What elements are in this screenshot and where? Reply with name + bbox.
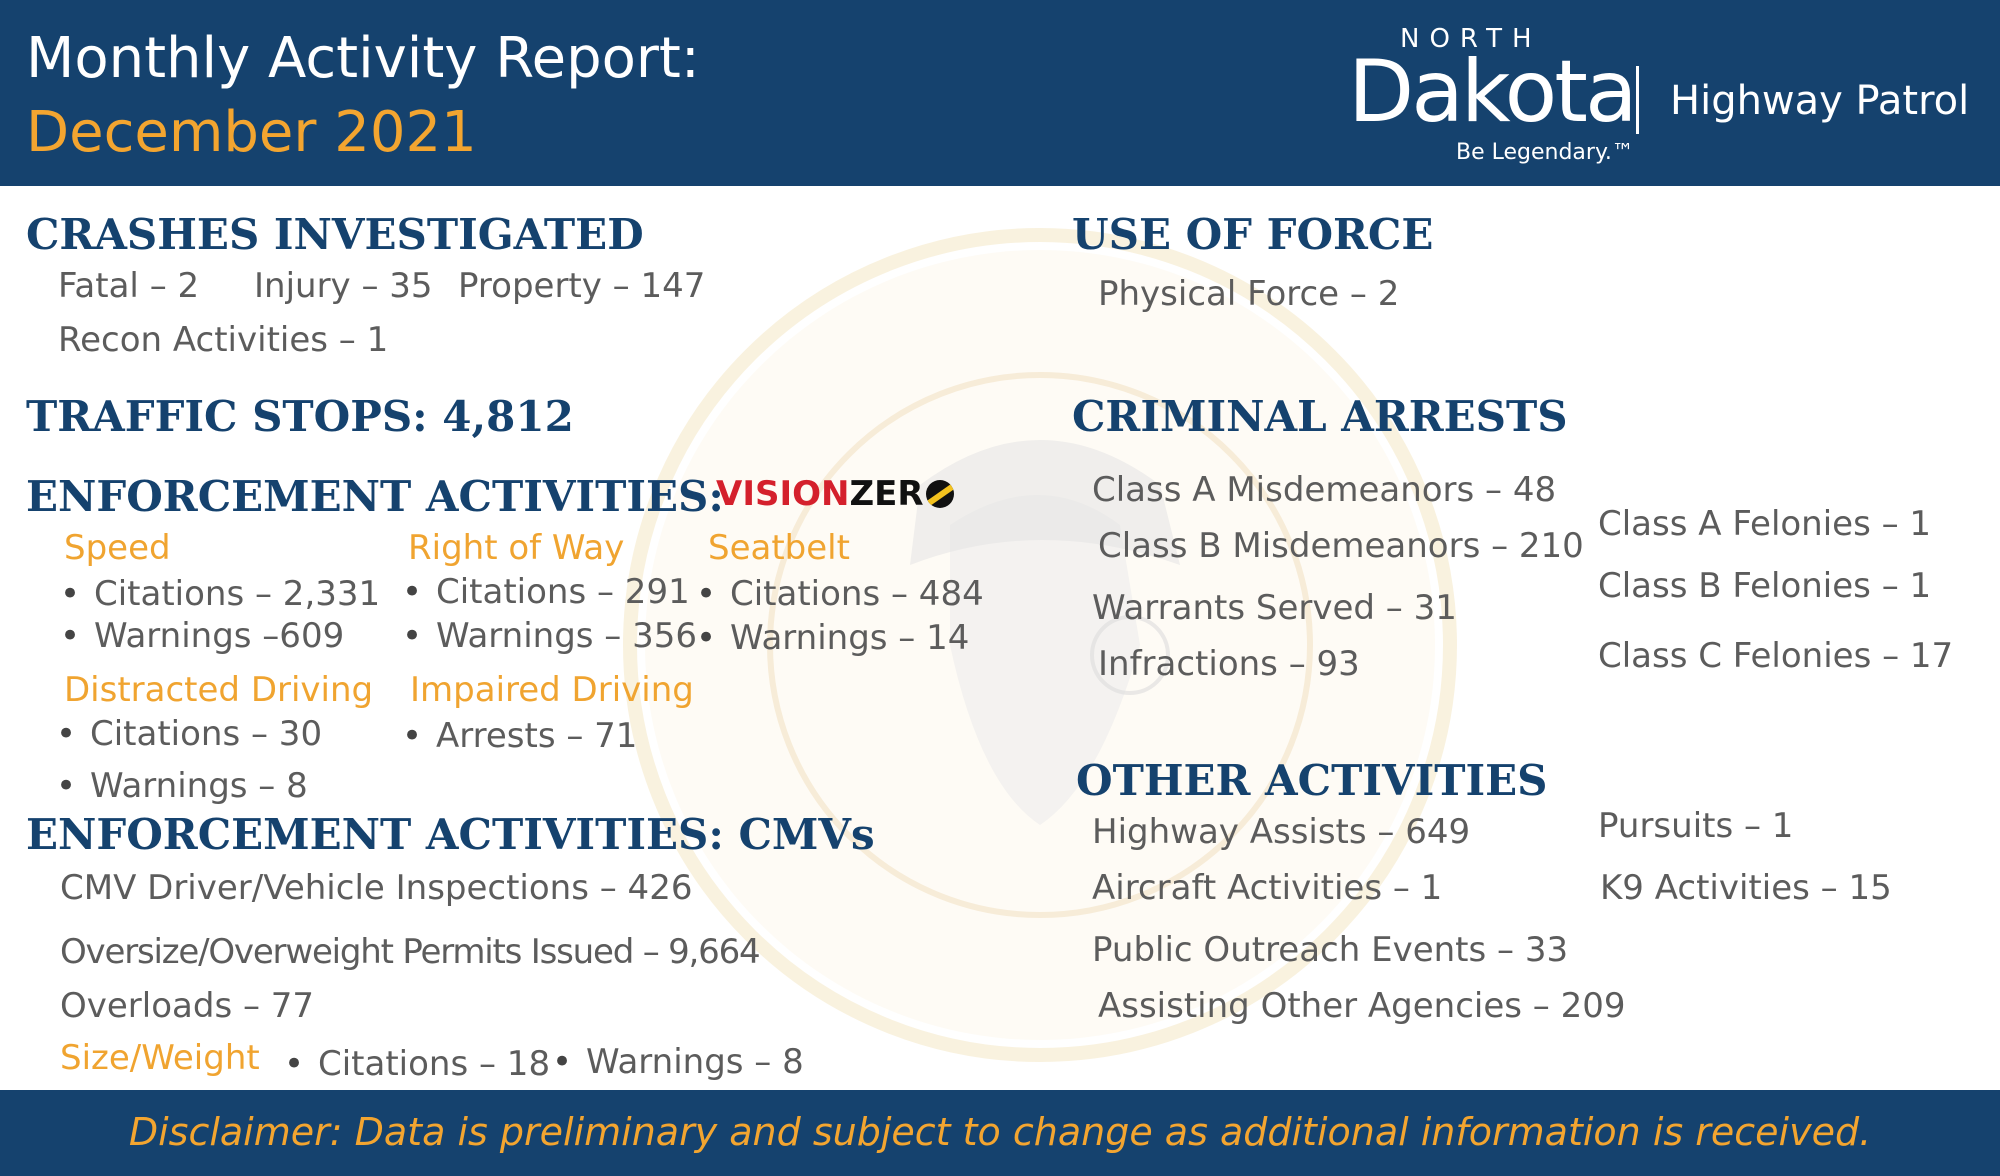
distracted-label: Distracted Driving: [64, 670, 374, 710]
distracted-citations: Citations – 30: [56, 714, 322, 754]
speed-citations: Citations – 2,331: [60, 574, 380, 614]
logo-north-text: NORTH: [1400, 24, 1542, 54]
arrests-class-b-misdemeanors: Class B Misdemeanors – 210: [1098, 526, 1584, 566]
vision-zero-word1: VISION: [716, 474, 850, 514]
crashes-injury: Injury – 35: [254, 266, 433, 306]
arrests-class-c-felonies: Class C Felonies – 17: [1598, 636, 1954, 676]
other-assisting-agencies: Assisting Other Agencies – 209: [1098, 986, 1626, 1026]
cmv-overloads: Overloads – 77: [60, 986, 315, 1026]
report-month: December 2021: [26, 100, 477, 165]
cmv-permits: Oversize/Overweight Permits Issued – 9,6…: [60, 932, 761, 972]
seatbelt-label: Seatbelt: [708, 528, 850, 568]
logo-divider: [1636, 66, 1639, 134]
other-public-outreach: Public Outreach Events – 33: [1092, 930, 1569, 970]
speed-label: Speed: [64, 528, 171, 568]
other-aircraft-activities: Aircraft Activities – 1: [1092, 868, 1443, 908]
other-highway-assists: Highway Assists – 649: [1092, 812, 1471, 852]
logo-dakota-text: Dakota: [1348, 42, 1638, 142]
impaired-label: Impaired Driving: [410, 670, 694, 710]
use-of-force-physical: Physical Force – 2: [1098, 274, 1400, 314]
vision-zero-word2: ZER: [849, 474, 924, 514]
size-weight-warnings: Warnings – 8: [552, 1042, 804, 1082]
arrests-infractions: Infractions – 93: [1098, 644, 1360, 684]
footer-banner: Disclaimer: Data is preliminary and subj…: [0, 1090, 2000, 1176]
crashes-fatal: Fatal – 2: [58, 266, 200, 306]
header-banner: Monthly Activity Report: December 2021 N…: [0, 0, 2000, 186]
speed-warnings: Warnings –609: [60, 616, 344, 656]
right-of-way-label: Right of Way: [408, 528, 625, 568]
arrests-warrants-served: Warrants Served – 31: [1092, 588, 1457, 628]
crashes-property: Property – 147: [458, 266, 706, 306]
seatbelt-warnings: Warnings – 14: [696, 618, 969, 658]
use-of-force-heading: USE OF FORCE: [1072, 210, 1434, 259]
other-k9-activities: K9 Activities – 15: [1600, 868, 1892, 908]
cmv-inspections: CMV Driver/Vehicle Inspections – 426: [60, 868, 693, 908]
state-patrol-seal-watermark: [623, 228, 1457, 1062]
other-activities-heading: OTHER ACTIVITIES: [1076, 756, 1548, 805]
vision-zero-icon: [925, 480, 954, 508]
arrests-class-a-felonies: Class A Felonies – 1: [1598, 504, 1932, 544]
impaired-arrests: Arrests – 71: [402, 716, 637, 756]
other-pursuits: Pursuits – 1: [1598, 806, 1794, 846]
logo-agency: Highway Patrol: [1670, 78, 1970, 124]
seatbelt-citations: Citations – 484: [696, 574, 984, 614]
right-of-way-warnings: Warnings – 356: [402, 616, 697, 656]
vision-zero-logo: VISIONZER: [716, 474, 954, 514]
crashes-heading: CRASHES INVESTIGATED: [26, 210, 644, 259]
size-weight-label: Size/Weight: [60, 1038, 260, 1078]
logo-tagline: Be Legendary.™: [1456, 140, 1634, 165]
distracted-warnings: Warnings – 8: [56, 766, 308, 806]
disclaimer-text: Disclaimer: Data is preliminary and subj…: [128, 1110, 1872, 1154]
arrests-class-b-felonies: Class B Felonies – 1: [1598, 566, 1932, 606]
crashes-recon: Recon Activities – 1: [58, 320, 389, 360]
traffic-stops-heading: TRAFFIC STOPS: 4,812: [26, 392, 574, 441]
right-of-way-citations: Citations – 291: [402, 572, 690, 612]
criminal-arrests-heading: CRIMINAL ARRESTS: [1072, 392, 1568, 441]
arrests-class-a-misdemeanors: Class A Misdemeanors – 48: [1092, 470, 1557, 510]
size-weight-citations: Citations – 18: [284, 1044, 550, 1084]
enforcement-heading: ENFORCEMENT ACTIVITIES:: [26, 472, 724, 521]
report-title: Monthly Activity Report:: [26, 26, 700, 91]
cmv-heading: ENFORCEMENT ACTIVITIES: CMVs: [26, 810, 875, 859]
